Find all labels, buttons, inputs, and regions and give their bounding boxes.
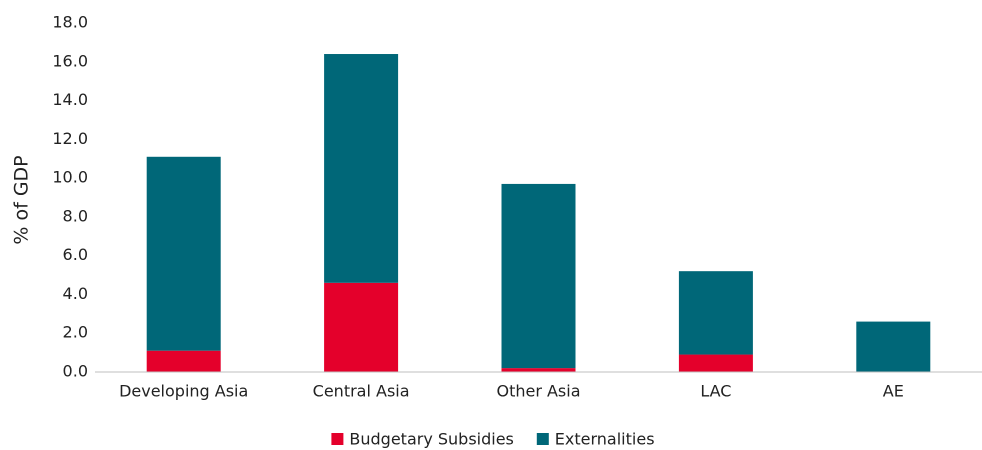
bar-segment xyxy=(146,156,221,351)
y-tick-label: 18.0 xyxy=(52,13,88,32)
y-tick-label: 0.0 xyxy=(63,362,88,381)
y-tick-label: 16.0 xyxy=(52,51,88,70)
x-tick-label: Other Asia xyxy=(496,382,580,401)
x-tick-label: AE xyxy=(883,382,904,401)
x-tick-label: Central Asia xyxy=(313,382,410,401)
y-tick-label: 14.0 xyxy=(52,90,88,109)
x-tick-label: Developing Asia xyxy=(119,382,248,401)
y-tick-label: 6.0 xyxy=(63,245,88,264)
legend-label: Budgetary Subsidies xyxy=(349,430,514,449)
bar-segment xyxy=(501,368,576,372)
bar-segment xyxy=(856,321,931,372)
bar-segment xyxy=(678,354,753,372)
legend-swatch xyxy=(331,433,344,445)
legend-label: Externalities xyxy=(555,430,655,449)
bar-segment xyxy=(501,183,576,369)
y-axis-label: % of GDP xyxy=(11,155,33,244)
bar-segment xyxy=(146,350,221,372)
legend-swatch xyxy=(536,433,549,445)
bar-segment xyxy=(324,282,399,372)
y-tick-label: 4.0 xyxy=(63,284,88,303)
y-tick-label: 2.0 xyxy=(63,323,88,342)
y-tick-label: 8.0 xyxy=(63,206,88,225)
y-tick-label: 12.0 xyxy=(52,129,88,148)
bar-segment xyxy=(678,271,753,355)
bar-segment xyxy=(324,54,399,283)
x-tick-label: LAC xyxy=(700,382,731,401)
y-tick-label: 10.0 xyxy=(52,168,88,187)
